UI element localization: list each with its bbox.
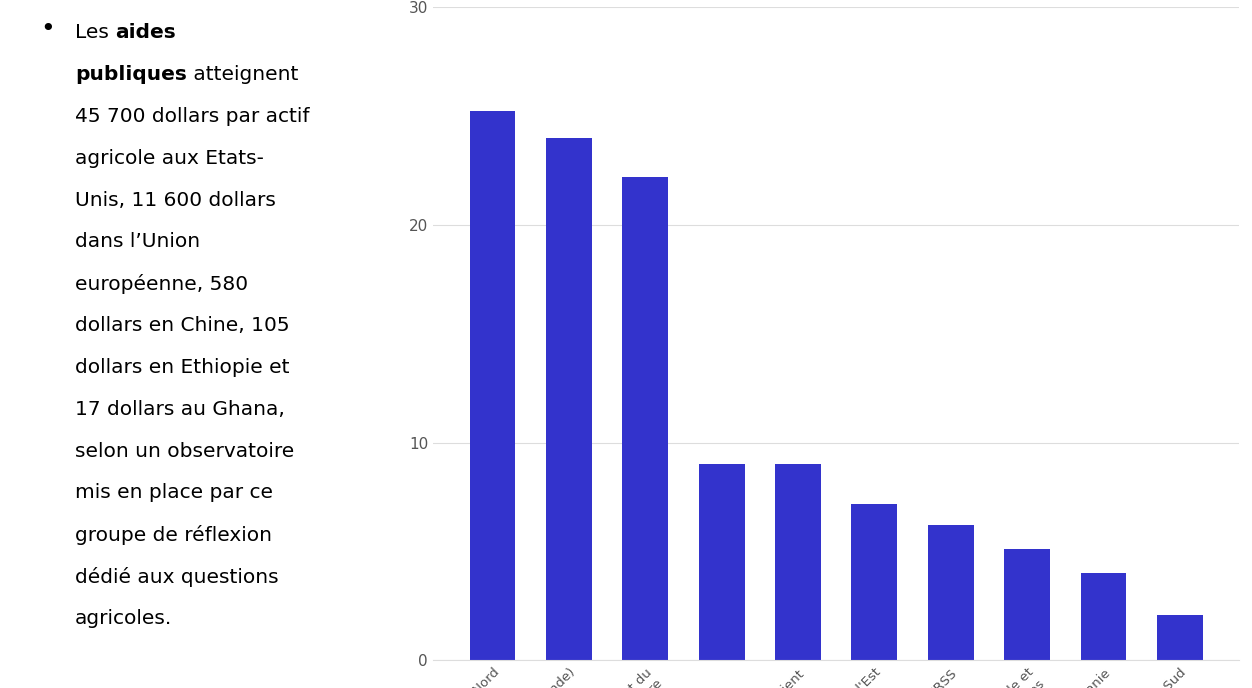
Text: publiques: publiques xyxy=(75,65,187,84)
Text: dollars en Chine, 105: dollars en Chine, 105 xyxy=(75,316,289,335)
Text: dédié aux questions: dédié aux questions xyxy=(75,567,279,587)
Text: groupe de réflexion: groupe de réflexion xyxy=(75,525,272,545)
Bar xyxy=(1157,615,1203,660)
Bar xyxy=(470,111,516,660)
Text: mis en place par ce: mis en place par ce xyxy=(75,484,273,502)
Text: aides: aides xyxy=(115,23,177,42)
Text: Les: Les xyxy=(75,23,115,42)
Text: atteignent: atteignent xyxy=(187,65,298,84)
Bar xyxy=(546,138,592,660)
Text: européenne, 580: européenne, 580 xyxy=(75,275,248,294)
Text: •: • xyxy=(40,17,55,41)
Bar xyxy=(699,464,745,660)
Bar xyxy=(622,177,669,660)
Text: 17 dollars au Ghana,: 17 dollars au Ghana, xyxy=(75,400,285,419)
Text: agricole aux Etats-: agricole aux Etats- xyxy=(75,149,264,168)
Text: 45 700 dollars par actif: 45 700 dollars par actif xyxy=(75,107,309,126)
Bar xyxy=(775,464,821,660)
Text: selon un observatoire: selon un observatoire xyxy=(75,442,294,460)
Bar xyxy=(1004,549,1050,660)
Text: dans l’Union: dans l’Union xyxy=(75,233,200,251)
Text: agricoles.: agricoles. xyxy=(75,609,173,628)
Bar xyxy=(928,526,974,660)
Text: Unis, 11 600 dollars: Unis, 11 600 dollars xyxy=(75,191,275,210)
Bar xyxy=(851,504,898,660)
Bar xyxy=(1080,573,1127,660)
Text: dollars en Ethiopie et: dollars en Ethiopie et xyxy=(75,358,289,377)
